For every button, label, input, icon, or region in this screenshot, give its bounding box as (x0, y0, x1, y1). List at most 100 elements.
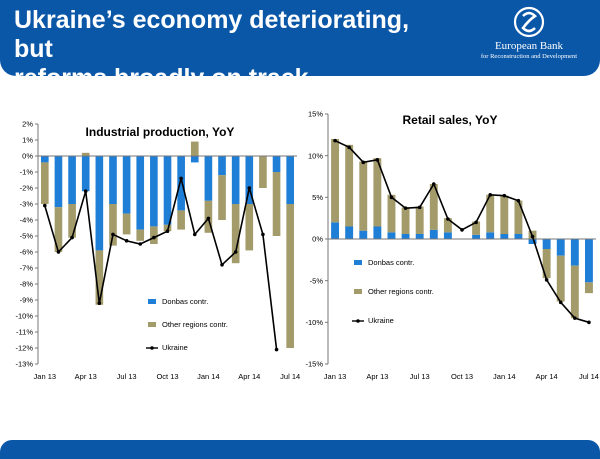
chart-1-x-tick-label: Jan 14 (197, 372, 220, 381)
chart-1-bar-other-regions (190, 141, 199, 156)
chart-2-bar-other-regions (359, 161, 368, 231)
chart-1-legend-swatch-other-regions (148, 322, 156, 327)
chart-1-bar-donbas (81, 156, 90, 192)
chart-2-bar-other-regions (556, 255, 565, 302)
chart-2-x-tick-label: Oct 13 (451, 372, 473, 381)
chart-1-y-tick-label: -7% (20, 264, 34, 273)
chart-2-point-ukraine (417, 205, 422, 210)
chart-1-y-tick-label: -5% (20, 232, 34, 241)
chart-2-bar-donbas (570, 239, 579, 266)
slide-title-line-1: Ukraine’s economy deteriorating, but (14, 6, 410, 63)
chart-2-x-tick-label: Jan 13 (324, 372, 347, 381)
chart-2-y-tick-label: -5% (310, 276, 324, 285)
chart-2-bar-donbas (472, 234, 481, 239)
chart-2-x-tick-label: Apr 13 (366, 372, 388, 381)
chart-2-y-tick-label: -15% (305, 360, 323, 369)
chart-2-point-ukraine (474, 220, 478, 225)
chart-1-bar-other-regions (40, 162, 49, 204)
chart-2-point-ukraine (403, 206, 408, 210)
chart-1-x-tick-label: Oct 13 (156, 372, 178, 381)
chart-1-legend-swatch-donbas (148, 299, 156, 304)
chart-2-x-tick-label: Jul 14 (579, 372, 599, 381)
chart-2-bar-donbas (528, 239, 537, 244)
chart-1-bar-other-regions (272, 172, 281, 236)
chart-1-bar-other-regions (95, 250, 104, 305)
chart-1-y-tick-label: -4% (20, 216, 34, 225)
chart-2-bar-donbas (500, 234, 509, 239)
chart-1-bar-donbas (95, 156, 104, 251)
chart-2-bar-other-regions (401, 207, 410, 234)
chart-2-bar-donbas (359, 230, 368, 239)
chart-1-bar-donbas (286, 156, 295, 204)
chart-1-point-ukraine (261, 232, 265, 237)
chart-2-bar-other-regions (387, 194, 396, 233)
chart-1-y-tick-label: -9% (20, 296, 34, 305)
chart-2-bar-other-regions (542, 249, 551, 279)
chart-2-point-ukraine (587, 320, 591, 325)
chart-2-y-tick-label: -10% (305, 318, 323, 327)
chart-2-bar-donbas (584, 239, 593, 283)
chart-2-point-ukraine (446, 217, 450, 221)
chart-1-bar-donbas (163, 156, 172, 225)
chart-2-title: Retail sales, YoY (403, 113, 498, 127)
chart-1-x-tick-label: Jul 14 (280, 372, 300, 381)
chart-2-point-ukraine (573, 316, 577, 320)
chart-1-x-tick-label: Apr 13 (75, 372, 97, 381)
chart-1-bar-donbas (54, 156, 63, 208)
chart-2-point-ukraine (488, 193, 493, 197)
chart-2-bar-other-regions (486, 194, 495, 233)
chart-1-bar-donbas (122, 156, 131, 214)
chart-1-bar-donbas (150, 156, 158, 227)
chart-1-bar-other-regions (109, 204, 117, 246)
chart-1-x-tick-label: Jan 13 (34, 372, 57, 381)
chart-2-bar-other-regions (415, 206, 424, 234)
chart-1-y-tick-label: -10% (15, 312, 33, 321)
chart-2-legend-donbas: Donbas contr. (368, 258, 414, 267)
chart-2-bar-donbas (542, 239, 551, 249)
bank-name: European Bank (494, 40, 564, 52)
chart-1-y-tick-label: -3% (20, 200, 34, 209)
chart-1-legend-other-regions: Other regions contr. (162, 320, 228, 329)
chart-1-point-ukraine (138, 242, 143, 246)
chart-1-point-ukraine (56, 250, 61, 254)
chart-1-point-ukraine (124, 239, 129, 243)
chart-1-bar-donbas (204, 156, 213, 201)
chart-1-point-ukraine (192, 232, 197, 237)
ebrd-logo: European Bank for Reconstruction and Dev… (462, 6, 596, 66)
chart-1-bar-donbas (190, 156, 199, 163)
chart-1-point-ukraine (152, 235, 156, 240)
chart-2-bar-other-regions (331, 139, 340, 223)
chart-1-bar-other-regions (231, 204, 240, 264)
chart-1-point-ukraine (83, 189, 88, 193)
chart-1-legend-marker-ukraine (150, 346, 154, 350)
chart-1-bar-donbas (40, 156, 49, 163)
chart-2-legend-marker-ukraine (356, 319, 360, 323)
chart-1-legend-donbas: Donbas contr. (162, 297, 208, 306)
chart-2-legend-swatch-other-regions (354, 289, 362, 294)
bank-subtitle: for Reconstruction and Development (480, 53, 578, 60)
chart-2-legend-swatch-donbas (354, 260, 362, 265)
chart-1-bar-donbas (136, 156, 145, 230)
chart-1-point-ukraine (179, 176, 183, 181)
chart-1-point-ukraine (206, 216, 211, 221)
chart-1-y-tick-label: -12% (15, 344, 33, 353)
chart-2-point-ukraine (431, 182, 436, 186)
chart-2-bar-donbas (556, 239, 565, 256)
chart-1-bar-other-regions (122, 213, 131, 235)
chart-1-y-tick-label: -8% (20, 280, 34, 289)
chart-2-x-tick-label: Jul 13 (410, 372, 430, 381)
chart-1-line-ukraine (44, 178, 278, 350)
chart-1-bar-other-regions (218, 175, 226, 220)
chart-1-bar-other-regions (54, 207, 63, 252)
chart-2-legend-other-regions: Other regions contr. (368, 287, 434, 296)
chart-1-y-tick-label: -1% (20, 168, 34, 177)
chart-2-point-ukraine (502, 193, 507, 198)
chart-1-bar-other-regions (286, 204, 295, 348)
chart-2-x-tick-label: Apr 14 (536, 372, 558, 381)
slide-title-line-2: reforms broadly on track (14, 64, 309, 92)
chart-1-y-tick-label: -6% (20, 248, 34, 257)
chart-1-point-ukraine (97, 301, 102, 306)
chart-1-point-ukraine (274, 347, 279, 352)
chart-1-point-ukraine (233, 250, 238, 254)
chart-1-point-ukraine (165, 229, 170, 233)
